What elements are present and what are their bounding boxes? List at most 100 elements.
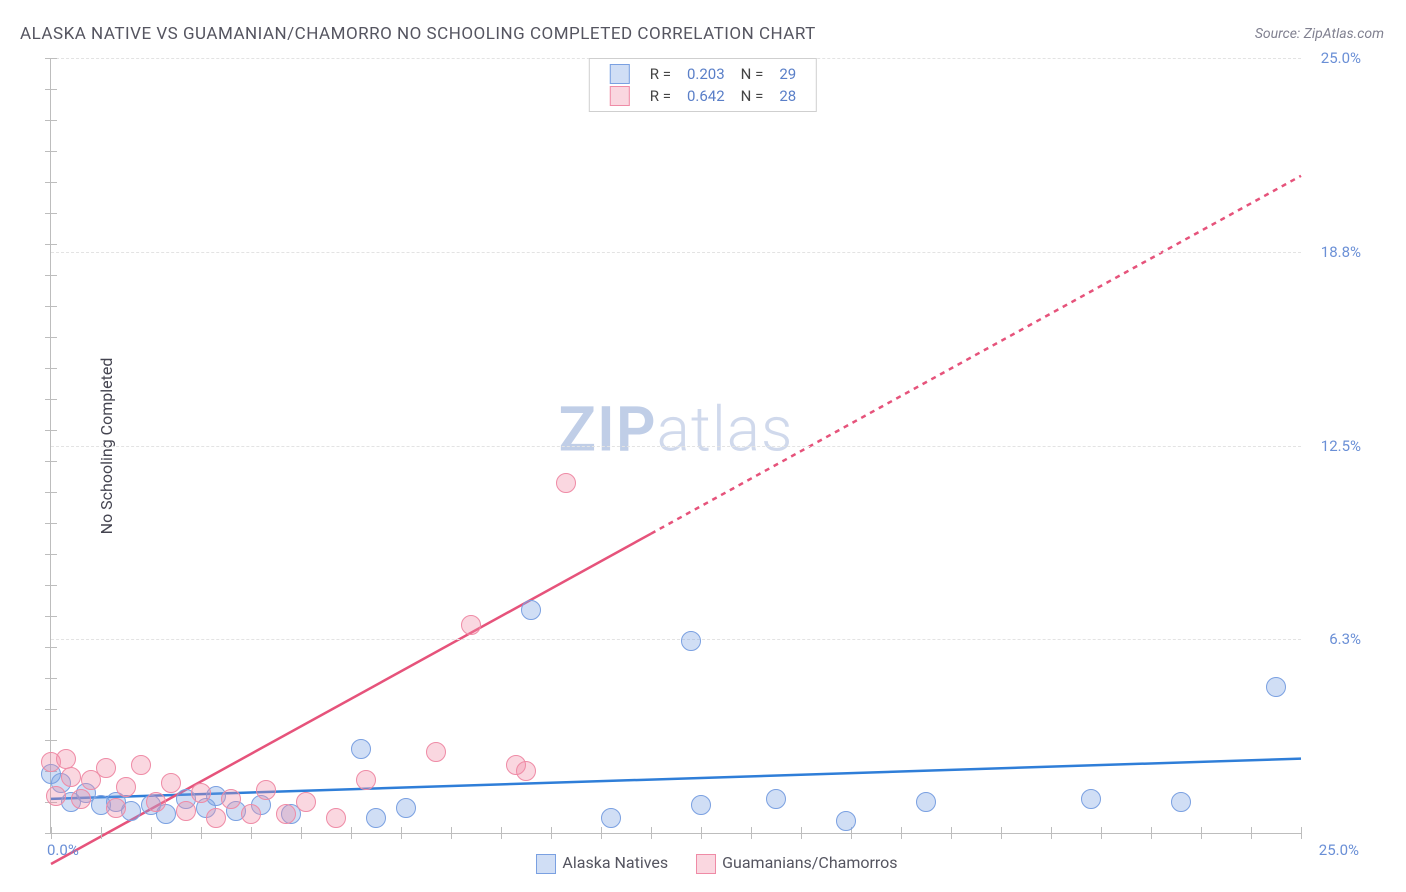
data-point (226, 801, 246, 821)
y-tick (45, 616, 57, 617)
gridline (51, 639, 1301, 640)
data-point (521, 600, 541, 620)
x-tick (1151, 827, 1152, 839)
legend-n-value: 29 (771, 63, 804, 85)
legend-swatch (696, 854, 716, 874)
y-tick (45, 275, 57, 276)
y-tick (45, 740, 57, 741)
data-point (81, 770, 101, 790)
data-point (426, 742, 446, 762)
x-tick (651, 827, 652, 839)
data-point (296, 792, 316, 812)
legend-swatch (536, 854, 556, 874)
x-tick (251, 827, 252, 839)
x-tick (101, 827, 102, 839)
data-point (766, 789, 786, 809)
data-point (356, 770, 376, 790)
data-point (141, 795, 161, 815)
x-tick (701, 827, 702, 839)
legend-n-label: N = (733, 63, 772, 85)
y-tick-label: 25.0% (1309, 49, 1361, 67)
data-point (61, 792, 81, 812)
x-tick (851, 827, 852, 839)
y-tick (45, 554, 57, 555)
x-tick (301, 827, 302, 839)
y-tick (45, 213, 57, 214)
series-legend: Alaska Natives Guamanians/Chamorros (0, 853, 1406, 874)
y-tick (45, 151, 57, 152)
y-tick (45, 120, 57, 121)
data-point (56, 749, 76, 769)
data-point (191, 783, 211, 803)
y-tick (45, 368, 57, 369)
x-tick (1051, 827, 1052, 839)
x-tick (1201, 827, 1202, 839)
data-point (351, 739, 371, 759)
legend-n-value: 28 (771, 85, 804, 107)
y-tick (45, 58, 57, 59)
watermark-bold: ZIP (559, 394, 657, 467)
y-tick-label: 6.3% (1309, 630, 1361, 648)
watermark-light: atlas (657, 394, 794, 467)
x-tick (751, 827, 752, 839)
x-tick (1301, 827, 1302, 839)
x-tick (901, 827, 902, 839)
watermark: ZIPatlas (559, 394, 794, 467)
data-point (96, 758, 116, 778)
data-point (116, 777, 136, 797)
data-point (256, 780, 276, 800)
y-tick (45, 647, 57, 648)
data-point (196, 798, 216, 818)
data-point (516, 761, 536, 781)
x-tick (401, 827, 402, 839)
correlation-legend: R =0.203N =29R =0.642N =28 (589, 58, 817, 112)
legend-r-label: R = (642, 63, 679, 85)
data-point (241, 804, 261, 824)
y-tick (45, 244, 57, 245)
data-point (836, 811, 856, 831)
y-tick (45, 430, 57, 431)
data-point (1171, 792, 1191, 812)
data-point (71, 789, 91, 809)
data-point (41, 752, 61, 772)
trend-line (51, 759, 1301, 799)
x-tick (801, 827, 802, 839)
data-point (76, 783, 96, 803)
data-point (51, 773, 71, 793)
y-tick (45, 306, 57, 307)
data-point (176, 801, 196, 821)
y-tick (45, 771, 57, 772)
data-point (161, 773, 181, 793)
data-point (251, 795, 271, 815)
data-point (681, 631, 701, 651)
data-point (131, 755, 151, 775)
data-point (461, 615, 481, 635)
data-point (61, 767, 81, 787)
trend-line (51, 534, 651, 864)
data-point (326, 808, 346, 828)
data-point (106, 792, 126, 812)
data-point (1266, 677, 1286, 697)
data-point (121, 801, 141, 821)
data-point (556, 473, 576, 493)
chart-title: ALASKA NATIVE VS GUAMANIAN/CHAMORRO NO S… (20, 24, 816, 44)
x-tick (951, 827, 952, 839)
data-point (221, 789, 241, 809)
data-point (206, 808, 226, 828)
legend-series-label: Alaska Natives (562, 853, 668, 872)
y-tick (45, 833, 57, 834)
data-point (91, 795, 111, 815)
x-tick (601, 827, 602, 839)
data-point (396, 798, 416, 818)
x-tick (551, 827, 552, 839)
y-tick (45, 182, 57, 183)
x-tick (351, 827, 352, 839)
data-point (106, 798, 126, 818)
y-tick (45, 709, 57, 710)
scatter-plot-area: ZIPatlas 6.3%12.5%18.8%25.0%0.0%25.0% (50, 58, 1301, 834)
x-tick (1101, 827, 1102, 839)
data-point (41, 764, 61, 784)
legend-series-label: Guamanians/Chamorros (722, 853, 897, 872)
y-tick (45, 337, 57, 338)
x-tick (451, 827, 452, 839)
